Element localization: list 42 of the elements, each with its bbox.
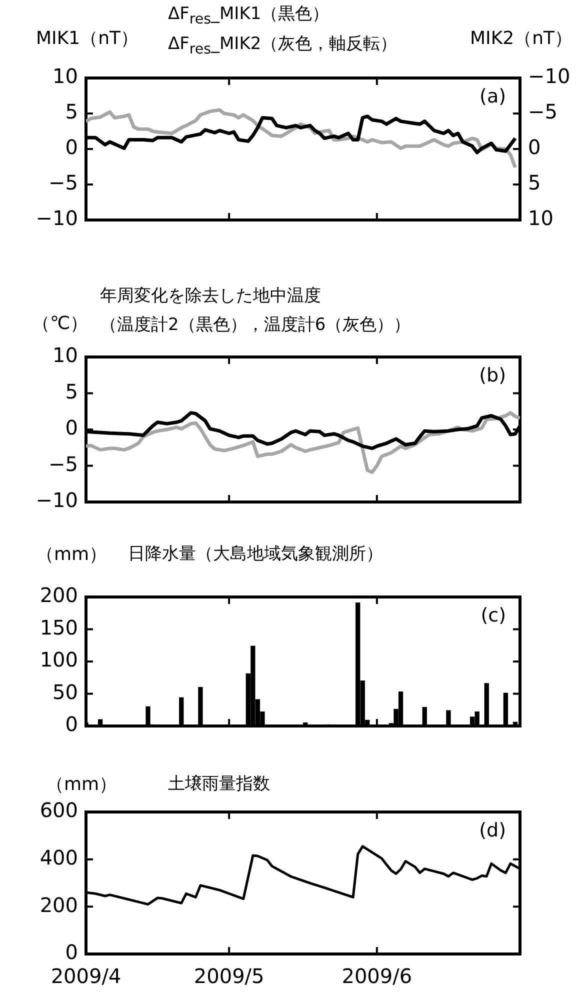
y-tick-label: 150	[40, 615, 78, 640]
y-tick-label: 400	[40, 846, 78, 870]
y-tick-label: 200	[40, 892, 78, 917]
y-tick-label: 5	[65, 100, 78, 124]
y-tick-label: 0	[65, 416, 78, 440]
y-tick-label: 600	[40, 798, 78, 822]
chart-title: 年周変化を除去した地中温度	[100, 285, 321, 307]
y-tick-label: 100	[40, 648, 78, 672]
y-axis-title: （℃）	[32, 312, 88, 335]
y2-tick-label: 10	[528, 206, 554, 230]
y-tick-label: 0	[65, 135, 78, 160]
y-tick-label: 50	[52, 680, 78, 704]
annotation: (a)	[480, 85, 506, 108]
y2-tick-label: 5	[528, 170, 541, 195]
x-tick-label: 2009/5	[194, 964, 264, 988]
y-tick-label: 10	[52, 343, 78, 368]
y2-tick-label: 0	[528, 135, 541, 160]
annotation: (b)	[479, 364, 506, 386]
x-tick-label: 2009/6	[342, 964, 412, 988]
y-tick-label: 0	[65, 940, 78, 964]
y-tick-label: −5	[48, 452, 78, 476]
chart-title: 日降水量（大島地域気象観測所）	[128, 543, 383, 565]
y2-tick-label: −10	[528, 64, 570, 88]
y-tick-label: 200	[40, 583, 78, 608]
y-tick-label: 5	[65, 379, 78, 404]
chart-title: ΔF$_{res}$_MIK1（黒色）	[168, 3, 330, 28]
y-axis-title: （mm）	[36, 543, 108, 566]
y-axis-title: （mm）	[46, 773, 118, 796]
y2-tick-label: −5	[528, 100, 558, 124]
y-tick-label: 10	[52, 64, 78, 88]
y2-axis-title: MIK2（nT）	[470, 27, 572, 50]
annotation: (d)	[479, 819, 506, 842]
y-tick-label: −5	[48, 170, 78, 195]
y-axis-title: MIK1（nT）	[36, 27, 138, 50]
chart-subtitle: （温度計2（黒色），温度計6（灰色））	[100, 314, 411, 336]
chart-subtitle: ΔF$_{res}$_MIK2（灰色，軸反転）	[168, 33, 398, 58]
y-tick-label: −10	[36, 206, 78, 230]
x-tick-label: 2009/4	[50, 964, 122, 988]
y-tick-label: 0	[65, 712, 78, 736]
y-tick-label: −10	[36, 488, 78, 512]
chart-title: 土壌雨量指数	[168, 773, 270, 795]
annotation: (c)	[480, 604, 506, 626]
